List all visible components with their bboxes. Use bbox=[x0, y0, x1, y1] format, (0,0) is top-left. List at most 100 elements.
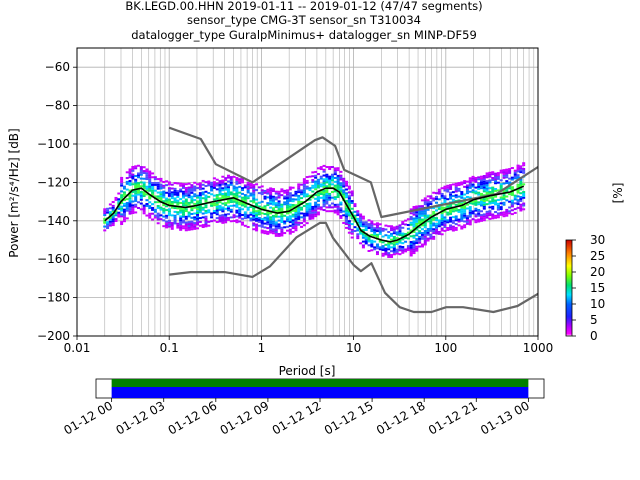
heatmap-cell bbox=[277, 190, 281, 193]
heatmap-cell bbox=[342, 177, 346, 180]
heatmap-cell bbox=[305, 204, 309, 207]
heatmap-cell bbox=[252, 207, 256, 210]
heatmap-cell bbox=[432, 212, 436, 215]
heatmap-cell bbox=[204, 194, 208, 197]
heatmap-cell bbox=[139, 185, 143, 188]
heatmap-cell bbox=[170, 183, 174, 186]
heatmap-cell bbox=[401, 238, 405, 241]
heatmap-cell bbox=[505, 174, 509, 177]
heatmap-cell bbox=[350, 230, 354, 233]
heatmap-cell bbox=[468, 219, 472, 222]
heatmap-cell bbox=[322, 170, 326, 173]
heatmap-cell bbox=[260, 225, 264, 228]
heatmap-cell bbox=[474, 180, 478, 183]
heatmap-cell bbox=[255, 189, 259, 192]
timeline-bar-coverage bbox=[111, 387, 529, 398]
heatmap-cell bbox=[221, 217, 225, 220]
heatmap-cell bbox=[277, 215, 281, 218]
heatmap-cell bbox=[457, 224, 461, 227]
heatmap-cell bbox=[235, 192, 239, 195]
heatmap-cell bbox=[519, 209, 523, 212]
heatmap-cell bbox=[266, 219, 270, 222]
heatmap-cell bbox=[173, 214, 177, 217]
heatmap-cell bbox=[429, 237, 433, 240]
heatmap-cell bbox=[173, 207, 177, 210]
heatmap-cell bbox=[305, 214, 309, 217]
heatmap-cell bbox=[508, 177, 512, 180]
heatmap-cell bbox=[300, 225, 304, 228]
heatmap-cell bbox=[477, 208, 481, 211]
heatmap-cell bbox=[179, 226, 183, 229]
heatmap-cell bbox=[167, 200, 171, 203]
heatmap-cell bbox=[210, 183, 214, 186]
heatmap-cell bbox=[463, 220, 467, 223]
heatmap-cell bbox=[463, 206, 467, 209]
timeline-tick-label: 01-13 00 bbox=[478, 398, 532, 437]
heatmap-cell bbox=[148, 170, 152, 173]
heatmap-cell bbox=[128, 212, 132, 215]
heatmap-cell bbox=[395, 241, 399, 244]
heatmap-cell bbox=[176, 203, 180, 206]
heatmap-cell bbox=[153, 214, 157, 217]
heatmap-cell bbox=[286, 218, 290, 221]
heatmap-cell bbox=[106, 207, 110, 210]
heatmap-cell bbox=[302, 185, 306, 188]
heatmap-cell bbox=[103, 217, 107, 220]
heatmap-cell bbox=[165, 209, 169, 212]
heatmap-cell bbox=[392, 232, 396, 235]
heatmap-cell bbox=[336, 207, 340, 210]
heatmap-cell bbox=[280, 232, 284, 235]
heatmap-cell bbox=[412, 252, 416, 255]
heatmap-cell bbox=[401, 249, 405, 252]
heatmap-cell bbox=[269, 197, 273, 200]
heatmap-cell bbox=[336, 196, 340, 199]
heatmap-cell bbox=[196, 206, 200, 209]
heatmap-cell bbox=[384, 228, 388, 231]
heatmap-cell bbox=[125, 198, 129, 201]
heatmap-cell bbox=[255, 223, 259, 226]
heatmap-cell bbox=[148, 212, 152, 215]
heatmap-cell bbox=[136, 189, 140, 192]
heatmap-cell bbox=[333, 180, 337, 183]
timeline-tick-label: 01-12 00 bbox=[61, 398, 115, 437]
heatmap-cell bbox=[167, 223, 171, 226]
heatmap-cell bbox=[198, 197, 202, 200]
heatmap-cell bbox=[252, 195, 256, 198]
heatmap-cell bbox=[440, 187, 444, 190]
heatmap-cell bbox=[181, 202, 185, 205]
heatmap-cell bbox=[443, 187, 447, 190]
heatmap-cell bbox=[187, 224, 191, 227]
heatmap-cell bbox=[173, 182, 177, 185]
heatmap-cell bbox=[446, 228, 450, 231]
heatmap-cell bbox=[181, 211, 185, 214]
heatmap-cell bbox=[136, 191, 140, 194]
heatmap-cell bbox=[345, 226, 349, 229]
heatmap-cell bbox=[387, 246, 391, 249]
heatmap-cell bbox=[165, 180, 169, 183]
heatmap-cell bbox=[398, 230, 402, 233]
heatmap-cell bbox=[176, 207, 180, 210]
heatmap-cell bbox=[162, 194, 166, 197]
heatmap-cell bbox=[218, 214, 222, 217]
heatmap-cell bbox=[336, 167, 340, 170]
heatmap-cell bbox=[167, 210, 171, 213]
heatmap-cell bbox=[505, 212, 509, 215]
heatmap-cell bbox=[204, 219, 208, 222]
heatmap-cell bbox=[187, 223, 191, 226]
heatmap-cell bbox=[176, 190, 180, 193]
heatmap-cell bbox=[418, 222, 422, 225]
heatmap-cell bbox=[460, 181, 464, 184]
heatmap-cell bbox=[361, 236, 365, 239]
heatmap-cell bbox=[271, 230, 275, 233]
heatmap-cell bbox=[277, 200, 281, 203]
heatmap-cell bbox=[190, 197, 194, 200]
heatmap-cell bbox=[232, 204, 236, 207]
heatmap-cell bbox=[128, 168, 132, 171]
heatmap-cell bbox=[308, 194, 312, 197]
heatmap-cell bbox=[151, 218, 155, 221]
heatmap-cell bbox=[108, 216, 112, 219]
heatmap-cell bbox=[443, 224, 447, 227]
heatmap-cell bbox=[468, 179, 472, 182]
heatmap-cell bbox=[502, 172, 506, 175]
heatmap-cell bbox=[283, 214, 287, 217]
